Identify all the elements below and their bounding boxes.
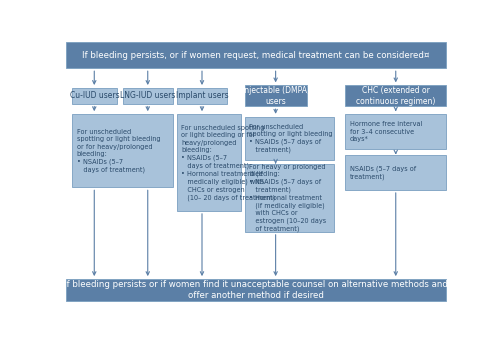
Text: For unscheduled spotting
or light bleeding or for
heavy/prolonged
bleeding:
• NS: For unscheduled spotting or light bleedi… bbox=[182, 124, 276, 201]
Bar bbox=[244, 164, 334, 232]
Bar bbox=[244, 117, 334, 160]
Text: For unscheduled
spotting or light bleeding
• NSAIDs (5–7 days of
   treatment): For unscheduled spotting or light bleedi… bbox=[250, 123, 333, 153]
Bar bbox=[66, 279, 446, 301]
Text: Injectable (DMPA)
users: Injectable (DMPA) users bbox=[242, 86, 310, 106]
Bar bbox=[122, 88, 173, 104]
Text: CHC (extended or
continuous regimen): CHC (extended or continuous regimen) bbox=[356, 86, 436, 106]
Bar bbox=[346, 85, 446, 106]
Bar bbox=[346, 114, 446, 150]
Bar bbox=[72, 114, 173, 187]
Text: Hormone free interval
for 3–4 consecutive
days*: Hormone free interval for 3–4 consecutiv… bbox=[350, 121, 422, 142]
Text: If bleeding persists, or if women request, medical treatment can be considered¤: If bleeding persists, or if women reques… bbox=[82, 51, 430, 60]
Bar bbox=[244, 85, 306, 106]
Text: LNG-IUD users: LNG-IUD users bbox=[120, 91, 176, 100]
Text: If bleeding persists or if women find it unacceptable counsel on alternative met: If bleeding persists or if women find it… bbox=[64, 280, 448, 300]
Bar bbox=[177, 88, 227, 104]
Bar bbox=[66, 42, 446, 68]
Bar bbox=[346, 155, 446, 190]
Text: Cu-IUD users: Cu-IUD users bbox=[70, 91, 119, 100]
Text: For heavy or prolonged
bleeding:
• NSAIDs (5–7 days of
   treatment)
• Hormonal : For heavy or prolonged bleeding: • NSAID… bbox=[250, 164, 326, 232]
Text: Implant users: Implant users bbox=[176, 91, 229, 100]
Text: NSAIDs (5–7 days of
treatment): NSAIDs (5–7 days of treatment) bbox=[350, 165, 416, 180]
Bar bbox=[177, 114, 241, 211]
Text: For unscheduled
spotting or light bleeding
or for heavy/prolonged
bleeding:
• NS: For unscheduled spotting or light bleedi… bbox=[77, 129, 160, 173]
Bar bbox=[72, 88, 117, 104]
